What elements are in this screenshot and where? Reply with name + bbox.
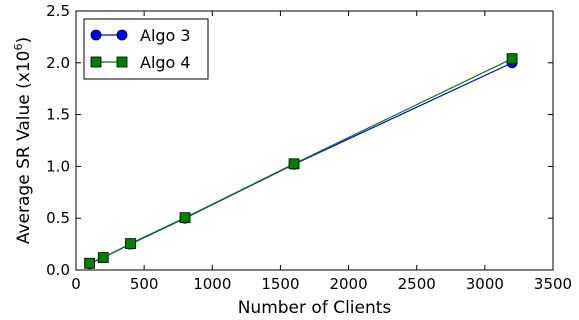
series-line — [89, 58, 513, 264]
legend-swatch-marker — [90, 29, 102, 41]
x-axis-title: Number of Clients — [238, 298, 392, 318]
data-point — [125, 238, 136, 249]
y-tick-label: 0.0 — [46, 261, 70, 279]
x-tick-label: 0 — [71, 275, 81, 293]
y-axis-title-main: Average SR Value (x10 — [14, 51, 34, 245]
plot-area-frame — [75, 10, 554, 271]
data-point — [288, 158, 300, 170]
legend-items: Algo 3 Algo 4 — [90, 26, 191, 72]
legend-swatch-marker — [90, 56, 102, 68]
y-axis-title-superscript: 6 — [12, 44, 25, 51]
y-axis-title-suffix: ) — [14, 37, 34, 44]
y-tick-label: 1.5 — [46, 106, 70, 124]
legend-swatch-marker — [116, 29, 128, 41]
legend: Algo 3 Algo 4 — [83, 18, 209, 80]
data-point — [506, 53, 518, 65]
series-2 — [84, 53, 518, 269]
x-tick-label: 1500 — [261, 275, 299, 293]
series-layer — [84, 53, 518, 270]
x-tick-label: 3000 — [466, 275, 504, 293]
y-axis-title: Average SR Value (x106) — [12, 37, 34, 244]
y-tick-label: 0.5 — [46, 209, 70, 227]
legend-label: Algo 4 — [140, 53, 191, 72]
x-tick-label: 2500 — [398, 275, 436, 293]
data-point — [179, 212, 191, 224]
legend-item: Algo 3 — [90, 26, 191, 45]
x-tick-label: 3500 — [534, 275, 572, 293]
legend-box — [83, 18, 209, 80]
data-point — [84, 257, 96, 269]
legend-item: Algo 4 — [90, 53, 191, 72]
series-line — [89, 62, 513, 265]
legend-swatch-marker — [116, 56, 128, 68]
y-tick-label: 1.0 — [46, 157, 70, 175]
x-tick-label: 1000 — [193, 275, 231, 293]
legend-label: Algo 3 — [140, 26, 191, 45]
y-tick-label: 2.5 — [46, 2, 70, 20]
y-tick-label: 2.0 — [46, 54, 70, 72]
x-tick-label: 2000 — [329, 275, 367, 293]
axis-ticks: 0 500 1000 1500 2000 2500 3000 3500 0.0 0.5 1.0 1.5… — [46, 2, 572, 293]
data-point — [97, 252, 109, 263]
series-1 — [84, 57, 518, 270]
x-tick-label: 500 — [130, 275, 159, 293]
